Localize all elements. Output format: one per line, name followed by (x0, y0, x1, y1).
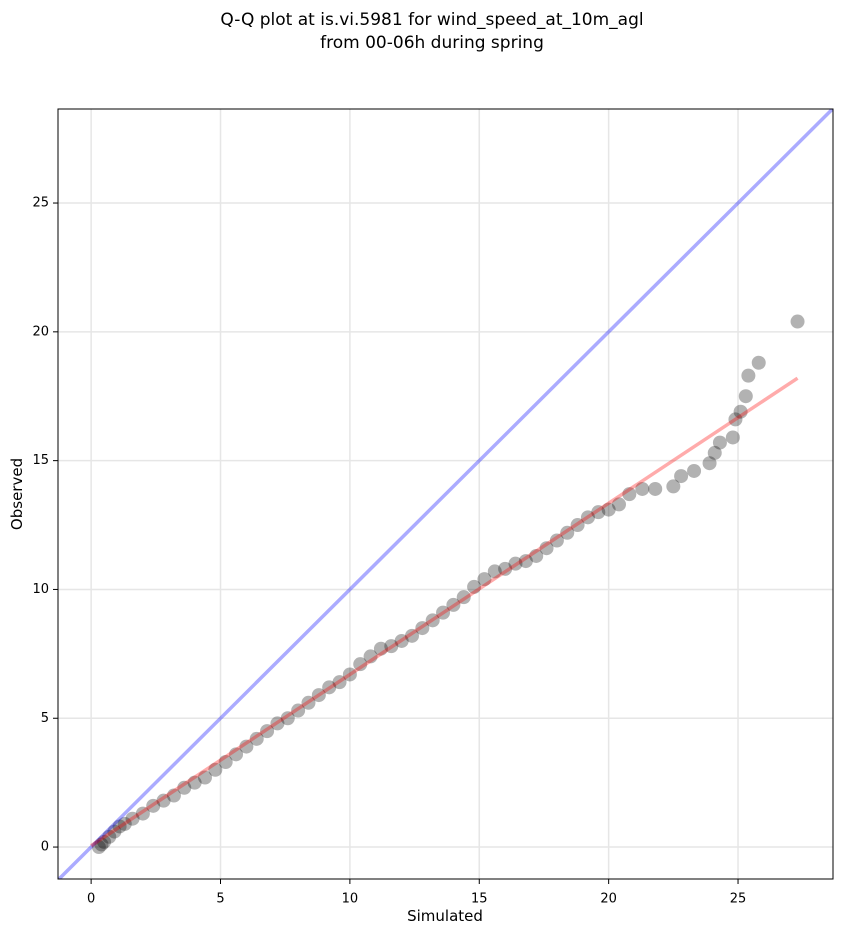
x-tick-label: 20 (600, 892, 617, 907)
point (332, 675, 347, 690)
point (97, 834, 112, 849)
x-tick-label: 10 (342, 892, 359, 907)
point (741, 368, 756, 383)
point (415, 621, 430, 636)
point (117, 816, 132, 831)
point (529, 548, 544, 563)
x-tick-label: 15 (471, 892, 488, 907)
point (280, 711, 295, 726)
point (166, 788, 181, 803)
point (107, 824, 122, 839)
point (707, 445, 722, 460)
point (446, 597, 461, 612)
point (498, 561, 513, 576)
point (436, 605, 451, 620)
point (560, 525, 575, 540)
point (477, 572, 492, 587)
point (518, 554, 533, 569)
chart-title: from 00-06h during spring (320, 33, 544, 53)
point (94, 837, 109, 852)
point (404, 628, 419, 643)
y-axis-label: Observed (8, 458, 26, 530)
y-tick-label: 20 (32, 324, 49, 339)
point (384, 639, 399, 654)
point (508, 556, 523, 571)
reference-line (90, 376, 799, 848)
x-axis-label: Simulated (407, 907, 483, 925)
point (456, 590, 471, 605)
point (702, 456, 717, 471)
point (270, 716, 285, 731)
point (156, 793, 171, 808)
y-tick-label: 10 (32, 582, 49, 597)
point (394, 633, 409, 648)
point (322, 680, 337, 695)
point (187, 775, 202, 790)
point (738, 389, 753, 404)
point (363, 649, 378, 664)
point (239, 739, 254, 754)
y-tick-label: 15 (32, 453, 49, 468)
point (635, 481, 650, 496)
point (353, 657, 368, 672)
point (342, 667, 357, 682)
point (666, 479, 681, 494)
point (146, 798, 161, 813)
point (208, 762, 223, 777)
x-tick-label: 5 (216, 892, 224, 907)
y-tick-label: 25 (32, 196, 49, 211)
point (674, 469, 689, 484)
point (260, 724, 275, 739)
point (197, 770, 212, 785)
chart-title: Q-Q plot at is.vi.5981 for wind_speed_at… (220, 10, 643, 30)
point (125, 811, 140, 826)
point (102, 829, 117, 844)
y-tick-label: 5 (41, 711, 49, 726)
point (591, 505, 606, 520)
point (425, 613, 440, 628)
point (687, 463, 702, 478)
point (91, 840, 106, 855)
point (218, 755, 233, 770)
point (467, 579, 482, 594)
point (487, 564, 502, 579)
point (612, 497, 627, 512)
point (249, 731, 264, 746)
point (580, 510, 595, 525)
reference-line (58, 109, 833, 879)
x-tick-label: 0 (87, 892, 95, 907)
point (301, 695, 316, 710)
point (177, 780, 192, 795)
point (373, 641, 388, 656)
point (751, 355, 766, 370)
point (570, 518, 585, 533)
point (311, 688, 326, 703)
point (112, 819, 127, 834)
point (790, 314, 805, 329)
point (725, 430, 740, 445)
point (539, 541, 554, 556)
point (601, 502, 616, 517)
point (291, 703, 306, 718)
point (135, 806, 150, 821)
point (733, 404, 748, 419)
plot-frame (57, 108, 834, 880)
point (549, 533, 564, 548)
point (648, 481, 663, 496)
y-tick-label: 0 (41, 840, 49, 855)
point (728, 412, 743, 427)
x-tick-label: 25 (730, 892, 747, 907)
point (712, 435, 727, 450)
point (622, 487, 637, 502)
point (229, 747, 244, 762)
